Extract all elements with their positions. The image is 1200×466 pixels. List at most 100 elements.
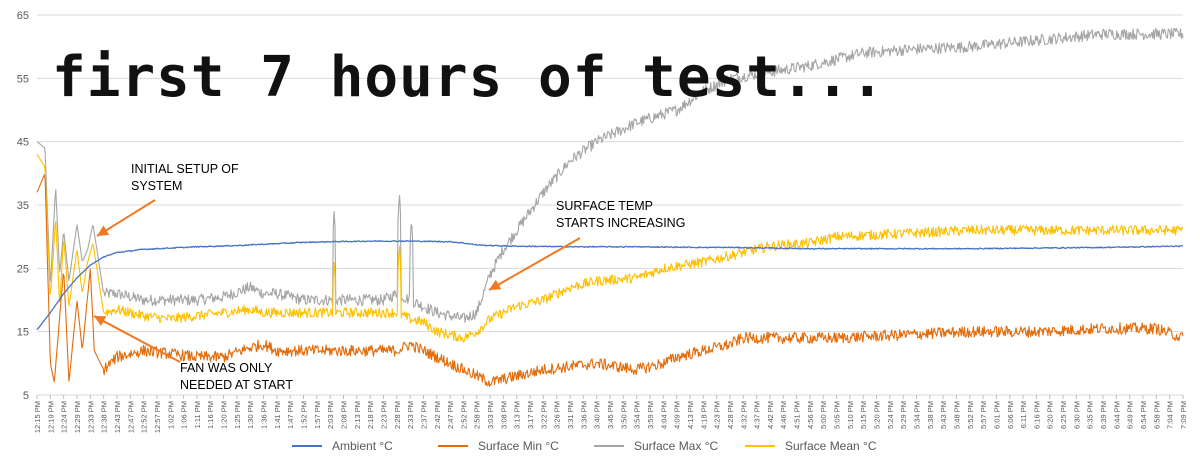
y-tick-label: 25 bbox=[17, 263, 29, 275]
annotation-text: NEEDED AT START bbox=[180, 378, 293, 392]
x-tick-label: 4:13 PM bbox=[686, 401, 695, 429]
annotation-arrowhead bbox=[94, 316, 107, 326]
x-tick-label: 5:43 PM bbox=[939, 401, 948, 429]
annotation-text: FAN WAS ONLY bbox=[180, 361, 273, 375]
x-tick-label: 4:56 PM bbox=[806, 401, 815, 429]
x-tick-label: 3:26 PM bbox=[553, 401, 562, 429]
x-tick-label: 2:42 PM bbox=[433, 401, 442, 429]
x-tick-label: 6:20 PM bbox=[1046, 401, 1055, 429]
x-tick-label: 6:58 PM bbox=[1152, 401, 1161, 429]
x-tick-label: 2:47 PM bbox=[446, 401, 455, 429]
annotation-arrow bbox=[488, 237, 581, 291]
annotation-text: INITIAL SETUP OF bbox=[131, 162, 239, 176]
x-tick-label: 3:17 PM bbox=[526, 401, 535, 429]
x-tick-label: 3:13 PM bbox=[513, 401, 522, 429]
y-tick-label: 55 bbox=[17, 73, 29, 85]
series-line bbox=[36, 174, 1184, 387]
x-tick-label: 3:50 PM bbox=[619, 401, 628, 429]
x-tick-label: 2:13 PM bbox=[353, 401, 362, 429]
x-tick-label: 12:29 PM bbox=[73, 401, 82, 433]
annotations: INITIAL SETUP OF SYSTEM SURFACE TEMP STARTS… bbox=[93, 162, 685, 392]
x-tick-label: 12:19 PM bbox=[46, 401, 55, 433]
x-tick-label: 2:03 PM bbox=[326, 401, 335, 429]
x-tick-label: 4:42 PM bbox=[766, 401, 775, 429]
x-tick-label: 4:32 PM bbox=[739, 401, 748, 429]
x-tick-label: 1:11 PM bbox=[193, 401, 202, 428]
series-line bbox=[36, 239, 1184, 331]
x-tick-label: 4:28 PM bbox=[726, 401, 735, 429]
series-lines bbox=[36, 27, 1184, 387]
x-tick-label: 4:09 PM bbox=[673, 401, 682, 429]
x-tick-label: 1:25 PM bbox=[233, 401, 242, 429]
x-tick-label: 12:57 PM bbox=[153, 401, 162, 433]
series-line bbox=[36, 27, 1184, 324]
legend-label: Surface Min °C bbox=[478, 439, 559, 453]
x-tick-label: 1:36 PM bbox=[260, 401, 269, 429]
x-tick-label: 6:54 PM bbox=[1139, 401, 1148, 429]
x-tick-label: 1:41 PM bbox=[273, 401, 282, 429]
x-tick-label: 3:22 PM bbox=[539, 401, 548, 429]
x-tick-label: 6:39 PM bbox=[1099, 401, 1108, 429]
x-axis: 12:15 PM 12:19 PM 12:24 PM 12:29 PM 12:33 PM… bbox=[33, 395, 1188, 433]
x-tick-label: 1:20 PM bbox=[220, 401, 229, 429]
y-tick-label: 45 bbox=[17, 137, 29, 149]
series-line bbox=[36, 154, 1184, 343]
x-tick-label: 6:30 PM bbox=[1072, 401, 1081, 429]
x-tick-label: 5:24 PM bbox=[886, 401, 895, 429]
x-tick-label: 2:23 PM bbox=[379, 401, 388, 429]
x-tick-label: 7:04 PM bbox=[1166, 401, 1175, 429]
y-tick-label: 5 bbox=[23, 390, 29, 402]
x-tick-label: 1:02 PM bbox=[166, 401, 175, 429]
x-tick-label: 6:01 PM bbox=[992, 401, 1001, 429]
legend-label: Ambient °C bbox=[332, 439, 393, 453]
x-tick-label: 4:04 PM bbox=[659, 401, 668, 429]
x-tick-label: 5:29 PM bbox=[899, 401, 908, 429]
legend-label: Surface Mean °C bbox=[785, 439, 877, 453]
legend: Ambient °C Surface Min °C Surface Max °C Su… bbox=[292, 439, 877, 453]
x-tick-label: 12:15 PM bbox=[33, 401, 42, 433]
x-tick-label: 3:31 PM bbox=[566, 401, 575, 429]
annotation-text: STARTS INCREASING bbox=[556, 216, 685, 230]
x-tick-label: 2:18 PM bbox=[366, 401, 375, 429]
x-tick-label: 4:23 PM bbox=[713, 401, 722, 429]
x-tick-label: 2:28 PM bbox=[393, 401, 402, 429]
x-tick-label: 12:43 PM bbox=[113, 401, 122, 433]
x-tick-label: 4:37 PM bbox=[753, 401, 762, 429]
x-tick-label: 5:05 PM bbox=[833, 401, 842, 429]
x-tick-label: 1:06 PM bbox=[180, 401, 189, 429]
x-tick-label: 5:34 PM bbox=[912, 401, 921, 429]
x-tick-label: 1:57 PM bbox=[313, 401, 322, 429]
x-tick-label: 1:30 PM bbox=[246, 401, 255, 429]
x-tick-label: 1:52 PM bbox=[300, 401, 309, 429]
x-tick-label: 3:54 PM bbox=[633, 401, 642, 429]
legend-label: Surface Max °C bbox=[634, 439, 718, 453]
x-tick-label: 12:33 PM bbox=[86, 401, 95, 433]
gridlines bbox=[37, 14, 1183, 396]
annotation-text: SYSTEM bbox=[131, 179, 182, 193]
x-tick-label: 12:38 PM bbox=[100, 401, 109, 433]
x-tick-label: 12:47 PM bbox=[126, 401, 135, 433]
x-tick-label: 2:08 PM bbox=[339, 401, 348, 429]
annotation-arrowhead bbox=[97, 225, 110, 236]
x-tick-label: 12:24 PM bbox=[60, 401, 69, 433]
x-tick-label: 2:37 PM bbox=[419, 401, 428, 429]
x-tick-label: 5:57 PM bbox=[979, 401, 988, 429]
annotation-text: SURFACE TEMP bbox=[556, 199, 653, 213]
x-tick-label: 6:25 PM bbox=[1059, 401, 1068, 429]
x-tick-label: 3:40 PM bbox=[593, 401, 602, 429]
x-tick-label: 7:09 PM bbox=[1179, 401, 1188, 429]
x-tick-label: 6:35 PM bbox=[1086, 401, 1095, 429]
y-tick-label: 15 bbox=[17, 327, 29, 339]
x-tick-label: 12:52 PM bbox=[140, 401, 149, 433]
x-tick-label: 3:08 PM bbox=[499, 401, 508, 429]
x-tick-label: 4:51 PM bbox=[793, 401, 802, 429]
y-axis: 5 15 25 35 45 55 65 bbox=[17, 10, 29, 402]
x-tick-label: 3:36 PM bbox=[579, 401, 588, 429]
x-tick-label: 5:10 PM bbox=[846, 401, 855, 429]
x-tick-label: 5:20 PM bbox=[873, 401, 882, 429]
annotation-arrow bbox=[93, 315, 181, 363]
x-tick-label: 6:11 PM bbox=[1019, 401, 1028, 428]
y-tick-label: 35 bbox=[17, 200, 29, 212]
x-tick-label: 5:52 PM bbox=[966, 401, 975, 429]
